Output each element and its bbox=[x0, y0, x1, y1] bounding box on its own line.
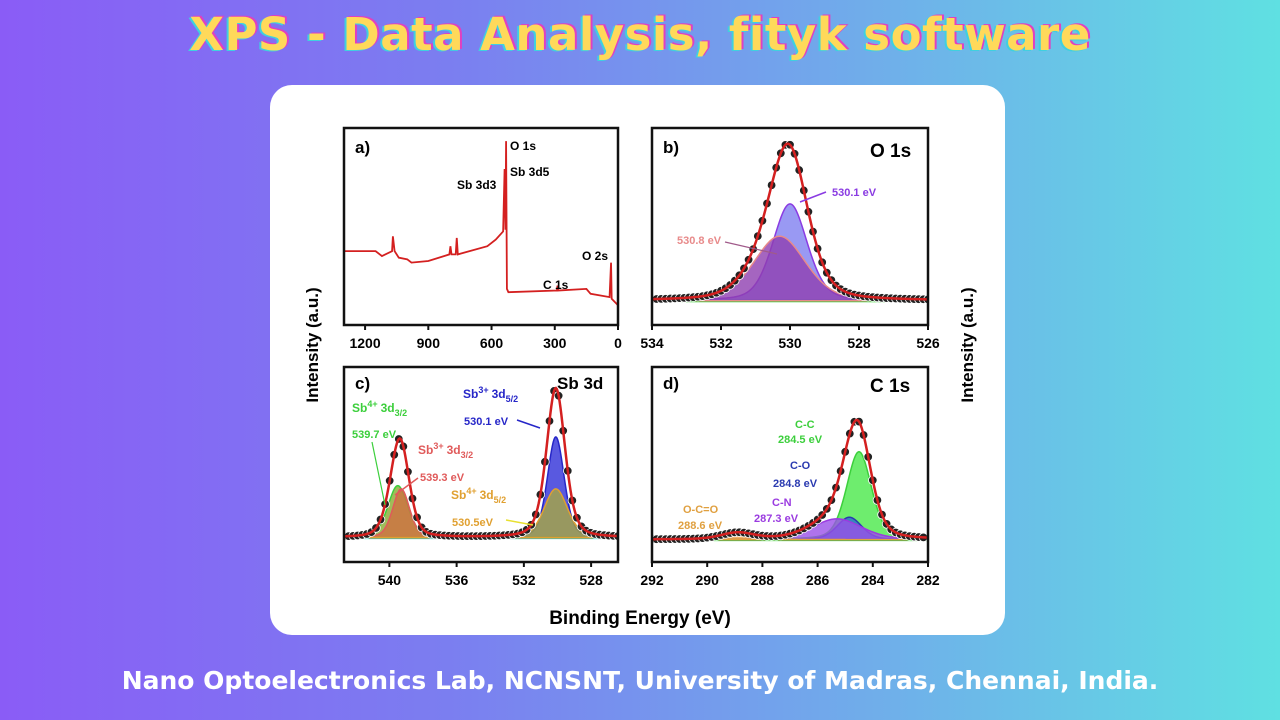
x-tick-label: 530 bbox=[778, 335, 802, 351]
x-tick-label: 526 bbox=[916, 335, 940, 351]
ococ-label: O-C=O bbox=[683, 504, 719, 516]
sb3-3d52-label: Sb3+ 3d5/2 bbox=[463, 385, 518, 404]
x-tick-label: 292 bbox=[640, 572, 664, 588]
x-tick-label: 282 bbox=[916, 572, 940, 588]
region-label-sb3d: Sb 3d bbox=[557, 374, 603, 393]
x-tick-label: 532 bbox=[709, 335, 733, 351]
panel-b: 534 532 530 528 526 bbox=[640, 126, 940, 351]
annotation-sb3d3: Sb 3d3 bbox=[457, 178, 497, 192]
panel-a-label: a) bbox=[355, 138, 370, 157]
y-axis-label-left: Intensity (a.u.) bbox=[303, 287, 322, 402]
figure-card bbox=[270, 85, 1005, 635]
panel-d: 292 290 288 286 284 282 bbox=[640, 365, 940, 588]
plot-area bbox=[344, 386, 618, 542]
x-tick-label: 900 bbox=[417, 335, 441, 351]
annotation-c1s: C 1s bbox=[543, 278, 569, 292]
x-tick-label: 0 bbox=[614, 335, 622, 351]
x-tick-label: 300 bbox=[543, 335, 567, 351]
x-tick-label: 534 bbox=[640, 335, 664, 351]
sb4-3d52-energy: 530.5eV bbox=[452, 517, 494, 529]
panel-d-label: d) bbox=[663, 374, 679, 393]
fit-envelope-line bbox=[652, 418, 928, 541]
x-tick-label: 1200 bbox=[349, 335, 380, 351]
x-tick-label: 288 bbox=[751, 572, 775, 588]
sb3-3d32-label: Sb3+ 3d3/2 bbox=[418, 441, 473, 460]
ococ-energy: 288.6 eV bbox=[678, 520, 723, 532]
region-label-c1s: C 1s bbox=[870, 376, 910, 397]
plot-frame bbox=[650, 365, 930, 564]
cc-energy: 284.5 eV bbox=[778, 434, 823, 446]
co-label: C-O bbox=[790, 460, 811, 472]
panel-b-label: b) bbox=[663, 138, 679, 157]
annotation-sb3d5: Sb 3d5 bbox=[510, 165, 550, 179]
annotation-o2s: O 2s bbox=[582, 249, 608, 263]
footer-credit: Nano Optoelectronics Lab, NCNSNT, Univer… bbox=[121, 666, 1159, 695]
y-axis-label-right: Intensity (a.u.) bbox=[958, 287, 977, 402]
sb4-3d32-label: Sb4+ 3d3/2 bbox=[352, 399, 407, 418]
sb4-3d52-label: Sb4+ 3d5/2 bbox=[451, 486, 506, 505]
x-tick-label: 600 bbox=[480, 335, 504, 351]
panel-a: 1200 900 600 300 0 bbox=[342, 126, 622, 351]
region-label-o1s: O 1s bbox=[870, 141, 911, 162]
panel-c-label: c) bbox=[355, 374, 370, 393]
o1s-peak-530-1: 530.1 eV bbox=[832, 187, 877, 199]
plot-area bbox=[652, 140, 928, 305]
plot-frame bbox=[342, 126, 620, 327]
co-energy: 284.8 eV bbox=[773, 478, 818, 490]
video-title: XPS - Data Analysis, fityk software bbox=[189, 8, 1091, 61]
cn-energy: 287.3 eV bbox=[754, 513, 799, 525]
cn-label: C-N bbox=[772, 497, 792, 509]
x-tick-label: 290 bbox=[696, 572, 720, 588]
plot-area bbox=[344, 141, 618, 306]
x-tick-label: 528 bbox=[847, 335, 871, 351]
x-tick-label: 286 bbox=[806, 572, 830, 588]
x-tick-label: 528 bbox=[579, 572, 603, 588]
plot-area bbox=[652, 416, 928, 544]
x-tick-label: 540 bbox=[378, 572, 402, 588]
plot-frame bbox=[342, 365, 620, 564]
sb3-3d52-energy: 530.1 eV bbox=[464, 416, 509, 428]
survey-spectrum-line bbox=[344, 141, 618, 306]
sb3-3d32-energy: 539.3 eV bbox=[420, 472, 465, 484]
fit-envelope-line bbox=[652, 142, 928, 301]
x-axis-label: Binding Energy (eV) bbox=[549, 608, 731, 629]
fit-envelope-line bbox=[344, 386, 618, 538]
o1s-peak-530-8: 530.8 eV bbox=[677, 235, 722, 247]
panel-c: 540 536 532 528 bbox=[342, 365, 620, 588]
sb4-3d32-energy: 539.7 eV bbox=[352, 429, 397, 441]
x-tick-label: 284 bbox=[861, 572, 885, 588]
annotation-o1s: O 1s bbox=[510, 139, 536, 153]
x-tick-label: 536 bbox=[445, 572, 469, 588]
cc-label: C-C bbox=[795, 419, 815, 431]
x-tick-label: 532 bbox=[512, 572, 536, 588]
